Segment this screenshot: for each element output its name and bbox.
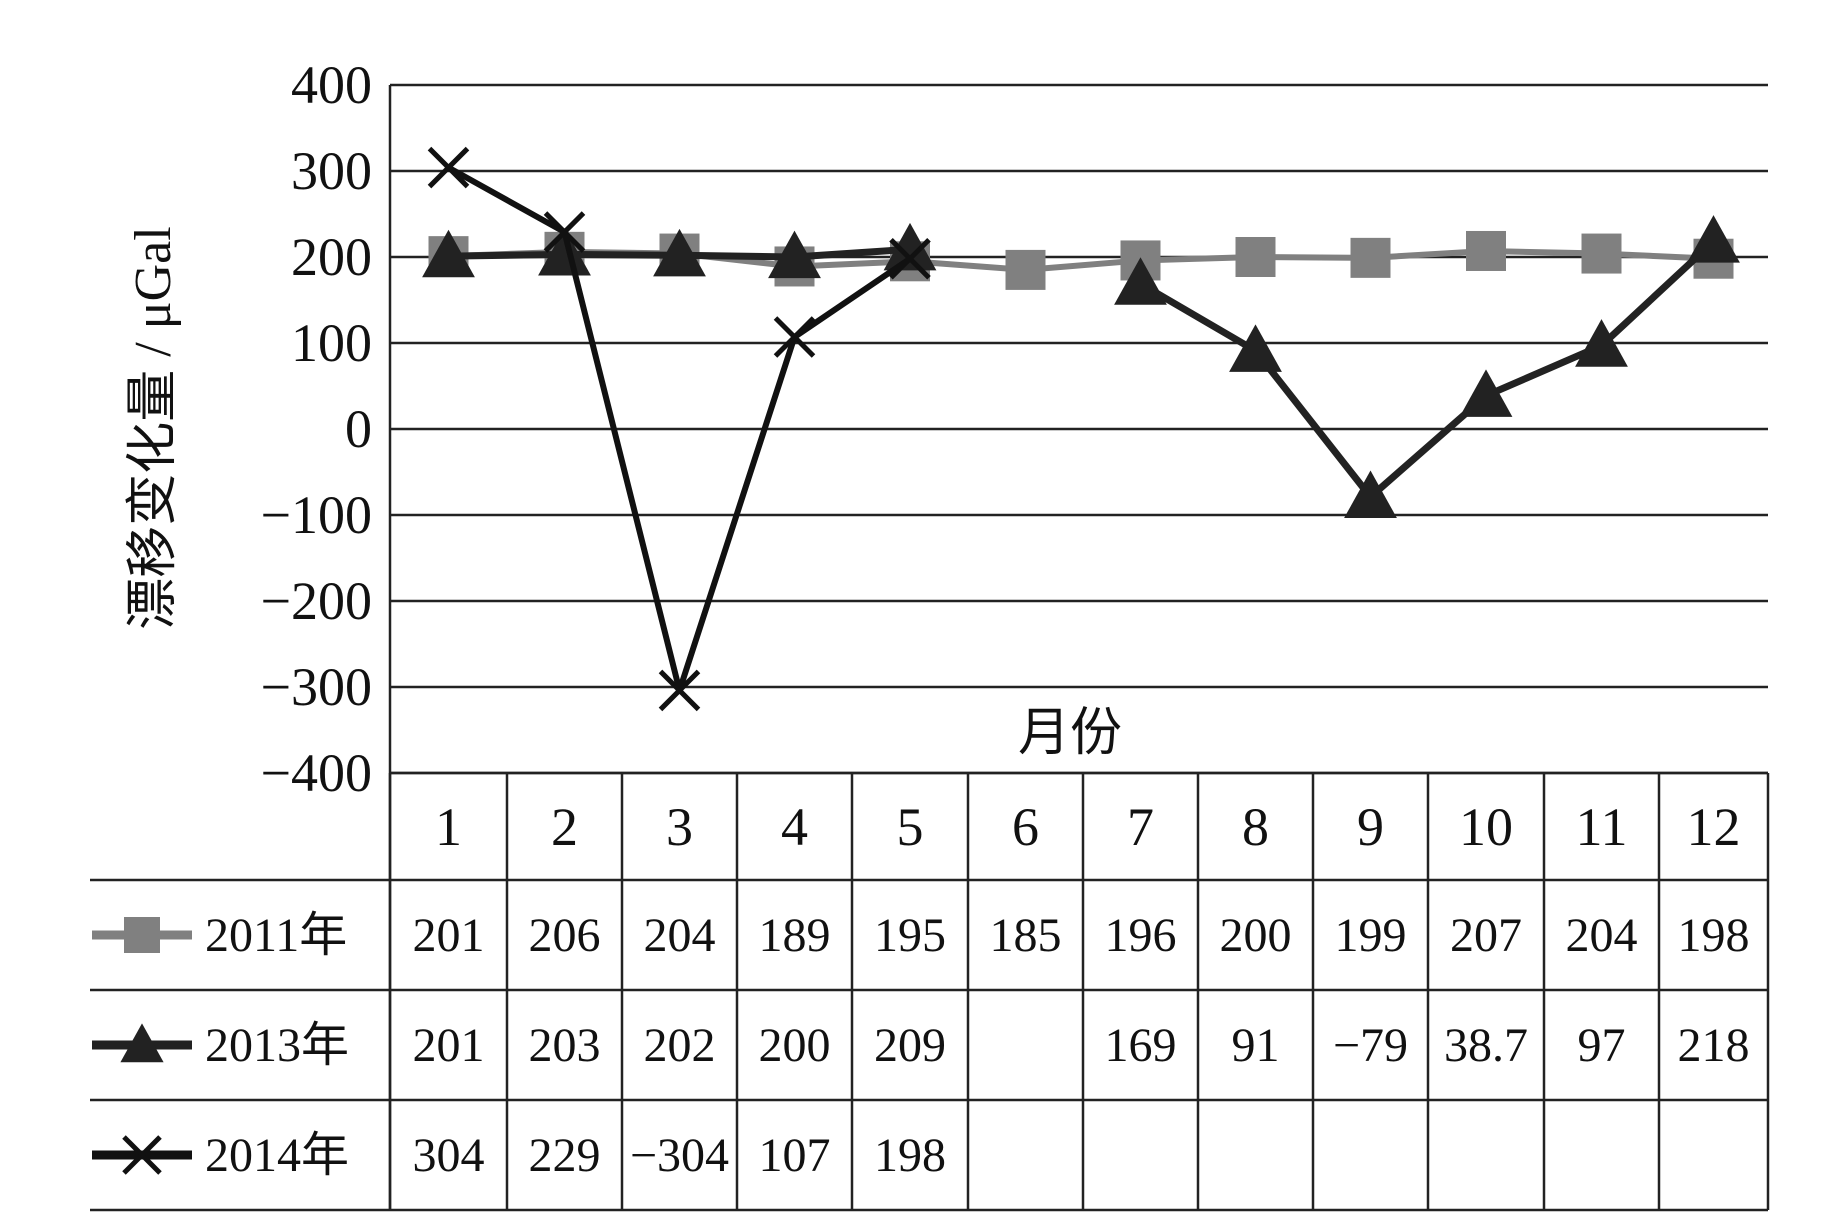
data-point (1575, 319, 1628, 367)
data-point (422, 229, 475, 278)
data-point (1229, 324, 1282, 372)
data-point (538, 228, 591, 276)
data-label: 97 (1578, 1019, 1626, 1072)
data-point (1005, 249, 1046, 290)
data-label: 198 (1678, 909, 1750, 962)
y-tick-label: 300 (291, 141, 372, 201)
data-point (768, 230, 821, 279)
legend-marker (120, 1023, 164, 1063)
data-label: 169 (1105, 1019, 1177, 1072)
y-tick-label: 100 (291, 313, 372, 373)
x-tick-label: 7 (1127, 797, 1154, 857)
data-point (1344, 470, 1397, 519)
x-tick-label: 11 (1576, 797, 1628, 857)
x-tick-label: 5 (897, 797, 924, 857)
y-tick-label: 0 (345, 399, 372, 459)
series-1 (428, 230, 1734, 290)
y-tick-label: 200 (291, 227, 372, 287)
data-label: 203 (529, 1019, 601, 1072)
y-axis-ticks: 400 300 200 100 0 −100 −200 −300 −400 (261, 55, 372, 803)
data-label: 209 (874, 1019, 946, 1072)
data-label: 201 (413, 909, 485, 962)
data-point (1114, 257, 1167, 305)
data-label: 199 (1335, 909, 1407, 962)
x-tick-label: 9 (1357, 797, 1384, 857)
data-label: 218 (1678, 1019, 1750, 1072)
y-tick-label: −300 (261, 657, 372, 717)
y-axis-title: 漂移变化量 / μGal (125, 226, 182, 629)
data-label: −79 (1333, 1019, 1408, 1072)
series-line (1138, 238, 1716, 501)
data-label: 107 (759, 1129, 831, 1182)
x-tick-label: 3 (666, 797, 693, 857)
data-label: 198 (874, 1129, 946, 1182)
x-tick-label: 12 (1687, 797, 1741, 857)
x-tick-label: 10 (1459, 797, 1513, 857)
data-point (773, 316, 816, 358)
x-axis-title: 月份 (1018, 705, 1122, 762)
x-tick-label: 6 (1012, 797, 1039, 857)
data-label: −304 (630, 1129, 729, 1182)
y-tick-label: −200 (261, 571, 372, 631)
data-label: 91 (1232, 1019, 1280, 1072)
data-label: 200 (759, 1019, 831, 1072)
data-label: 196 (1105, 909, 1177, 962)
data-point (889, 237, 931, 280)
data-point (883, 222, 937, 271)
legend-label: 2011年 (205, 909, 347, 962)
legend-label: 2014年 (205, 1129, 349, 1182)
series-2 (422, 215, 1740, 519)
data-point (427, 146, 470, 189)
y-tick-label: 400 (291, 55, 372, 115)
data-point (1350, 237, 1391, 278)
data-point (653, 228, 706, 277)
y-tick-label: −100 (261, 485, 372, 545)
data-label: 195 (874, 909, 946, 962)
data-label: 185 (990, 909, 1062, 962)
data-point (1687, 215, 1740, 263)
data-label: 204 (1566, 909, 1638, 962)
data-point (1466, 230, 1506, 271)
x-tick-label: 4 (781, 797, 808, 857)
data-label: 207 (1450, 909, 1522, 962)
data-point (658, 669, 701, 712)
legend-marker (122, 1135, 162, 1175)
data-point (1459, 369, 1513, 417)
data-label: 229 (529, 1129, 601, 1182)
x-tick-label: 1 (435, 797, 462, 857)
data-label: 189 (759, 909, 831, 962)
data-label: 204 (644, 909, 716, 962)
data-label: 38.7 (1444, 1019, 1528, 1072)
series-3 (427, 146, 931, 712)
legend-label: 2013年 (205, 1019, 349, 1072)
data-label: 206 (529, 909, 601, 962)
data-point (1235, 237, 1276, 277)
x-tick-label: 2 (551, 797, 578, 857)
data-label: 201 (413, 1019, 485, 1072)
data-point (1581, 233, 1622, 274)
data-label: 304 (413, 1129, 485, 1182)
legend-marker (124, 917, 160, 953)
x-tick-label: 8 (1242, 797, 1269, 857)
data-label: 202 (644, 1019, 716, 1072)
series-layer (422, 146, 1740, 712)
y-tick-label: −400 (261, 743, 372, 803)
data-label: 200 (1220, 909, 1292, 962)
data-point (543, 211, 586, 253)
